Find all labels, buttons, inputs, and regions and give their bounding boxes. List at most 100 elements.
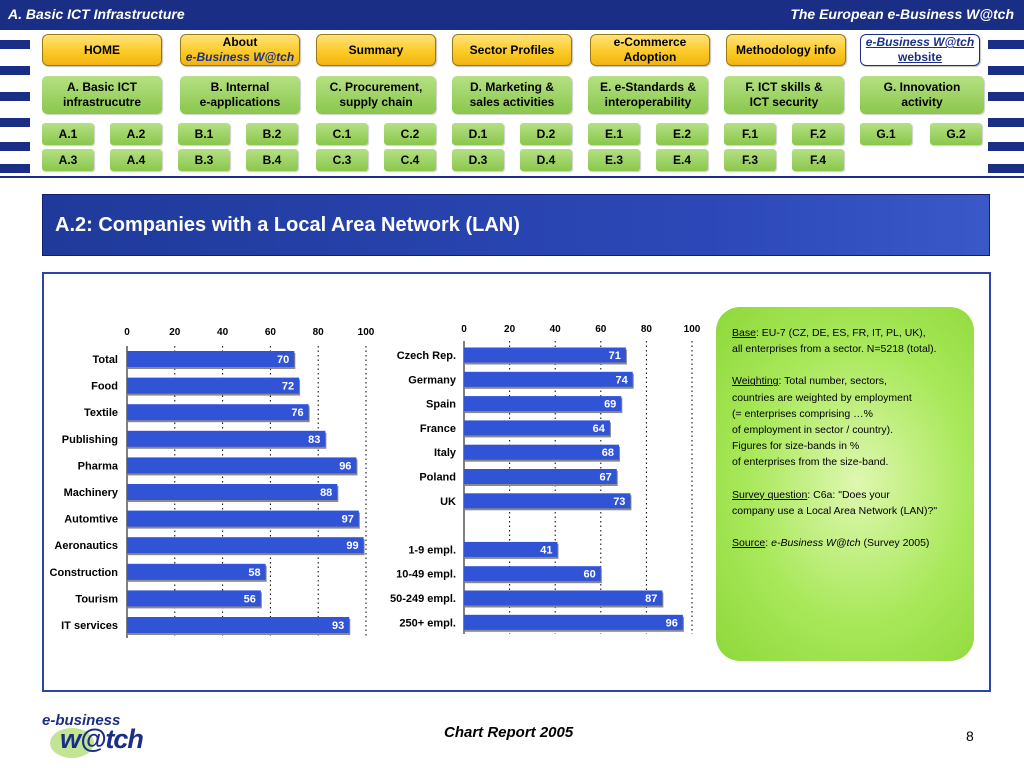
about-label-line2: e-Business W@tch [185, 50, 295, 64]
bar [127, 404, 309, 421]
data-label: 60 [584, 569, 596, 581]
section-c-button[interactable]: C. Procurement, supply chain [316, 76, 436, 114]
note-survey-label: Survey question [732, 488, 808, 501]
sub-button-e3[interactable]: E.3 [588, 149, 640, 171]
section-g-button[interactable]: G. Innovation activity [860, 76, 984, 114]
sub-label: F.3 [741, 153, 758, 167]
section-e-button[interactable]: E. e-Standards & interoperability [588, 76, 708, 114]
sub-button-d4[interactable]: D.4 [520, 149, 572, 171]
sub-button-a3[interactable]: A.3 [42, 149, 94, 171]
sub-label: C.3 [332, 153, 352, 167]
sub-button-g1[interactable]: G.1 [860, 123, 912, 145]
sub-button-b3[interactable]: B.3 [178, 149, 230, 171]
page-title-band: A.2: Companies with a Local Area Network… [42, 194, 990, 256]
x-tick-label: 0 [124, 327, 130, 338]
sub-button-e4[interactable]: E.4 [656, 149, 708, 171]
note-survey-line2: company use a Local Area Network (LAN)?" [732, 504, 938, 517]
section-d-line1: D. Marketing & [469, 80, 554, 94]
section-g-line1: G. Innovation [883, 80, 961, 94]
section-b-button[interactable]: B. Internal e-applications [180, 76, 300, 114]
note-survey: Survey question: C6a: "Does your [732, 487, 964, 503]
data-label: 97 [342, 514, 354, 526]
sub-label: F.2 [809, 127, 826, 141]
sub-button-a1[interactable]: A.1 [42, 123, 94, 145]
x-tick-label: 20 [504, 324, 516, 335]
section-d-line2: sales activities [469, 95, 555, 109]
sub-button-e2[interactable]: E.2 [656, 123, 708, 145]
category-label: Pharma [78, 460, 119, 472]
section-a-button[interactable]: A. Basic ICT infrastrucutre [42, 76, 162, 114]
sub-label: G.2 [946, 127, 966, 141]
bar [127, 430, 326, 447]
sub-button-f3[interactable]: F.3 [724, 149, 776, 171]
sub-label: G.1 [876, 127, 896, 141]
sub-button-b1[interactable]: B.1 [178, 123, 230, 145]
sub-button-a4[interactable]: A.4 [110, 149, 162, 171]
section-f-line2: ICT security [749, 95, 819, 109]
website-link-button[interactable]: e-Business W@tch website [860, 34, 980, 66]
section-f-button[interactable]: F. ICT skills & ICT security [724, 76, 844, 114]
bar [464, 444, 620, 460]
sector-profiles-button[interactable]: Sector Profiles [452, 34, 572, 66]
sub-label: E.4 [672, 153, 691, 167]
sub-button-f2[interactable]: F.2 [792, 123, 844, 145]
sub-button-b2[interactable]: B.2 [246, 123, 298, 145]
category-label: Czech Rep. [397, 350, 456, 362]
bar [464, 590, 663, 606]
sub-button-d3[interactable]: D.3 [452, 149, 504, 171]
data-label: 67 [600, 472, 612, 484]
sub-button-e1[interactable]: E.1 [588, 123, 640, 145]
sub-button-c1[interactable]: C.1 [316, 123, 368, 145]
ecommerce-adoption-button[interactable]: e-Commerce Adoption [590, 34, 710, 66]
website-label-line1: e-Business W@tch [865, 35, 975, 49]
category-label: Textile [84, 407, 118, 419]
note-weighting-line5: Figures for size-bands in % [732, 440, 860, 453]
sub-label: A.3 [58, 153, 78, 167]
decor-stripe [988, 66, 1024, 75]
sub-label: B.4 [262, 153, 282, 167]
methodology-info-button[interactable]: Methodology info [726, 34, 846, 66]
sub-button-g2[interactable]: G.2 [930, 123, 982, 145]
sub-label: C.4 [400, 153, 420, 167]
data-label: 73 [613, 496, 625, 508]
category-label: 1-9 empl. [408, 544, 456, 556]
category-label: Machinery [64, 487, 119, 499]
bar [127, 563, 266, 580]
data-label: 70 [277, 354, 289, 366]
category-label: Italy [434, 447, 457, 459]
decor-stripe [0, 66, 30, 75]
data-label: 93 [332, 620, 344, 632]
decor-stripe [988, 142, 1024, 151]
data-label: 64 [593, 423, 606, 435]
about-button[interactable]: About e-Business W@tch [180, 34, 300, 66]
bar [464, 566, 601, 582]
sub-button-f4[interactable]: F.4 [792, 149, 844, 171]
sub-button-f1[interactable]: F.1 [724, 123, 776, 145]
sub-label: D.2 [536, 127, 556, 141]
bar [464, 614, 683, 630]
sub-button-c3[interactable]: C.3 [316, 149, 368, 171]
bar [127, 351, 295, 367]
summary-button[interactable]: Summary [316, 34, 436, 66]
sub-button-d2[interactable]: D.2 [520, 123, 572, 145]
home-button[interactable]: HOME [42, 34, 162, 66]
data-label: 74 [615, 374, 628, 386]
ebusiness-watch-logo[interactable]: e-business w@tch [42, 712, 162, 758]
category-label: 10-49 empl. [396, 569, 456, 581]
decor-stripe [0, 142, 30, 151]
x-tick-label: 0 [461, 324, 467, 335]
sub-label: F.1 [741, 127, 758, 141]
methodology-label: Methodology info [736, 42, 836, 57]
note-base-text: : EU-7 (CZ, DE, ES, FR, IT, PL, UK), [755, 327, 926, 339]
section-d-button[interactable]: D. Marketing & sales activities [452, 76, 572, 114]
sub-button-b4[interactable]: B.4 [246, 149, 298, 171]
sub-button-c2[interactable]: C.2 [384, 123, 436, 145]
sub-button-c4[interactable]: C.4 [384, 149, 436, 171]
category-label: UK [440, 496, 456, 508]
sub-button-a2[interactable]: A.2 [110, 123, 162, 145]
category-label: Total [93, 354, 118, 366]
sub-button-d1[interactable]: D.1 [452, 123, 504, 145]
sub-label: B.1 [194, 127, 214, 141]
category-label: IT services [61, 620, 118, 632]
note-weighting-label: Weighting [732, 375, 779, 388]
